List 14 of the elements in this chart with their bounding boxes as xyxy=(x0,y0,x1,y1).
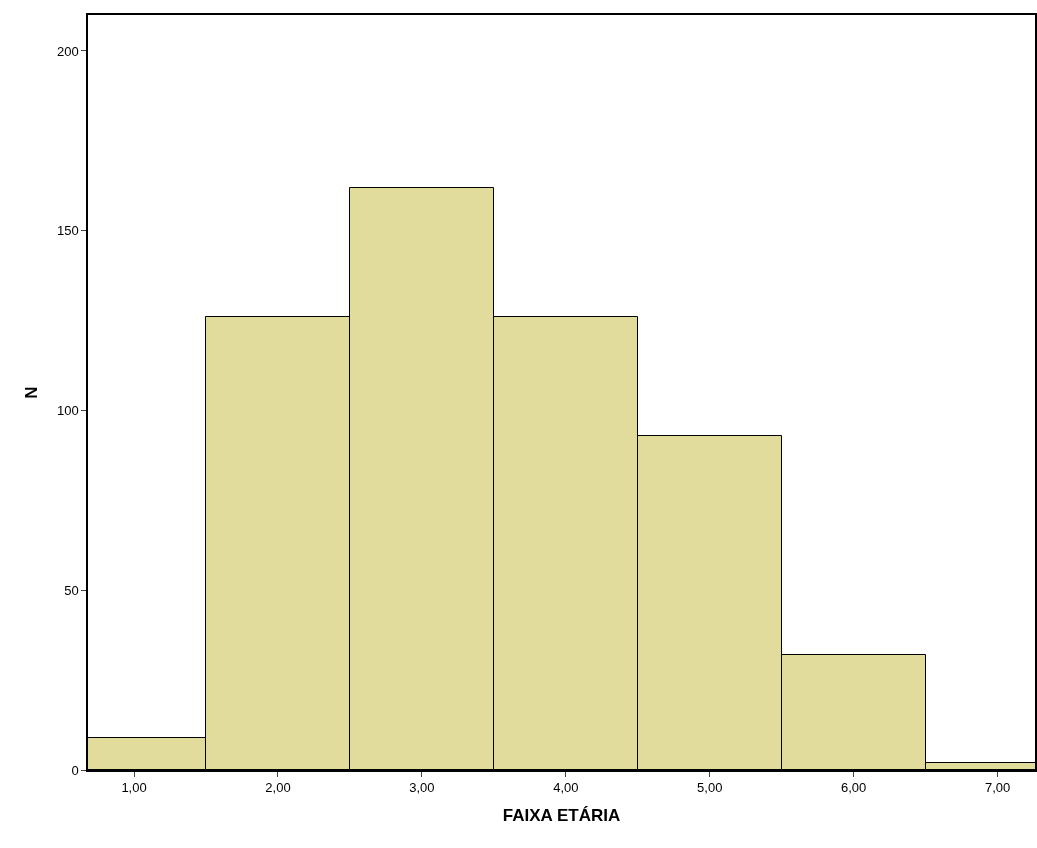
x-tick-label: 1,00 xyxy=(121,780,147,796)
y-tick-label: 200 xyxy=(56,43,79,59)
y-tick-label: 50 xyxy=(64,582,79,598)
x-tick-label: 3,00 xyxy=(409,780,435,796)
x-tick-label: 4,00 xyxy=(553,780,579,796)
y-tick-label: 150 xyxy=(56,223,79,239)
y-tick-label: 0 xyxy=(71,762,79,778)
y-tick-label: 100 xyxy=(56,403,79,419)
x-axis-title: FAIXA ETÁRIA xyxy=(502,806,621,826)
x-tick-label: 2,00 xyxy=(265,780,291,796)
x-tick-label: 5,00 xyxy=(697,780,723,796)
y-axis-title: N xyxy=(22,386,41,399)
x-tick-label: 7,00 xyxy=(984,780,1011,796)
x-tick-label: 6,00 xyxy=(841,780,867,796)
